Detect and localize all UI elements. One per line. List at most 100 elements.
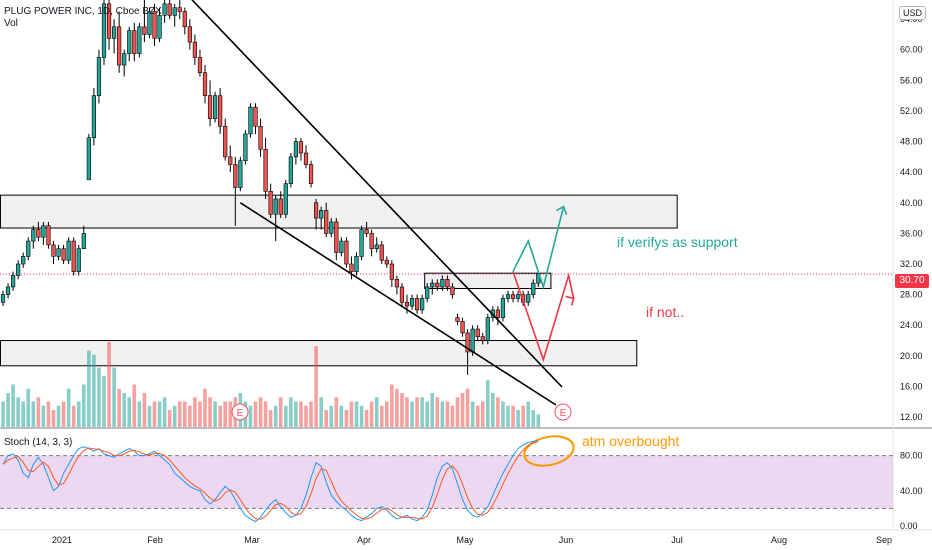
volume-bar [203,388,207,427]
candle-body [76,248,81,272]
candle-body [31,229,36,242]
time-tick-label: Jul [671,535,683,545]
volume-bar [501,401,505,427]
candle-body [480,336,485,341]
earnings-marker [554,403,572,421]
overbought-circle [523,435,575,467]
volume-bar [188,405,192,427]
price-tick-label: 28.00 [900,290,923,300]
volume-bar [349,401,354,427]
candle-body [329,221,334,234]
candle-body [308,164,314,184]
volume-bar [218,405,222,427]
volume-bar [51,410,56,427]
stoch-tick-label: 80.00 [900,451,923,461]
volume-bar [258,397,263,427]
annotation-support: if verifys as support [617,234,738,250]
volume-bar [278,397,283,427]
candle-body [152,11,157,39]
projection-support-path [512,206,565,290]
currency-button[interactable]: USD [898,6,926,20]
volume-bar [450,405,455,427]
volume-bar [198,401,202,427]
stoch-k-line [2,440,539,523]
candle-body [157,15,162,39]
volume-bar [339,405,344,427]
candle-body [324,210,329,234]
time-tick-label: Apr [357,535,371,545]
annotation-not: if not.. [646,304,684,320]
volume-bar [430,393,435,427]
candle-body [233,164,238,188]
candle-body [460,321,465,334]
volume-bar [56,405,61,427]
volume-bar [183,401,187,427]
volume-bar [31,401,36,427]
volume-bar [531,410,536,427]
volume-bar [405,397,409,427]
candle-body [263,148,268,192]
volume-bar [440,401,445,427]
time-tick-label: May [456,535,474,545]
candle-body [440,279,445,288]
candle-body [56,248,61,257]
last-price-tag: 30.70 [895,274,929,288]
volume-bar [66,388,71,427]
candle-body [465,332,470,353]
volume-bar [268,410,273,427]
candle-body [258,125,263,150]
candle-body [450,286,455,295]
volume-bar [167,410,172,427]
volume-bar [26,388,31,427]
volume-bar [395,388,399,427]
volume-bar [329,405,334,427]
price-tick-label: 56.00 [900,75,923,85]
volume-bar [162,397,167,427]
candle-body [218,95,223,127]
candle-body [142,26,147,35]
candle-body [248,106,253,135]
volume-bar [102,376,106,427]
candle-body [177,7,182,12]
volume-bar [334,397,339,427]
candle-body [192,41,198,58]
candle-body [389,263,394,280]
candle-body [26,240,31,257]
candle-body [21,256,26,265]
candle-body [495,309,501,318]
candle-body [384,259,389,265]
candle-body [137,26,142,54]
time-tick-label: Feb [147,535,163,545]
candle-body [223,125,228,158]
volume-bar [107,342,111,427]
candle-body [66,240,71,261]
candle-body [61,248,66,261]
volume-bar [445,401,450,427]
candle-body [369,233,374,250]
candle-body [298,141,304,154]
volume-bar [526,401,530,427]
volume-bar [470,401,475,427]
candle-body [485,317,490,341]
candle-body [500,298,506,318]
volume-bar [11,384,15,427]
price-tick-label: 20.00 [900,351,923,361]
candle-body [445,279,450,288]
volume-bar [208,397,212,427]
candle-body [132,30,137,54]
candle-body [36,229,41,238]
annotation-overbought: atm overbought [582,433,679,449]
candle-body [162,3,167,16]
candle-body [71,240,76,272]
candle-body [354,256,359,272]
candle-body [51,244,56,257]
volume-bar [425,401,429,427]
price-tick-label: 44.00 [900,167,923,177]
price-tick-label: 24.00 [900,320,923,330]
price-tick-label: 12.00 [900,412,923,422]
time-tick-label: Mar [244,535,260,545]
candle-body [364,229,369,234]
time-tick-label: Aug [771,535,787,545]
candle-body [374,244,379,250]
